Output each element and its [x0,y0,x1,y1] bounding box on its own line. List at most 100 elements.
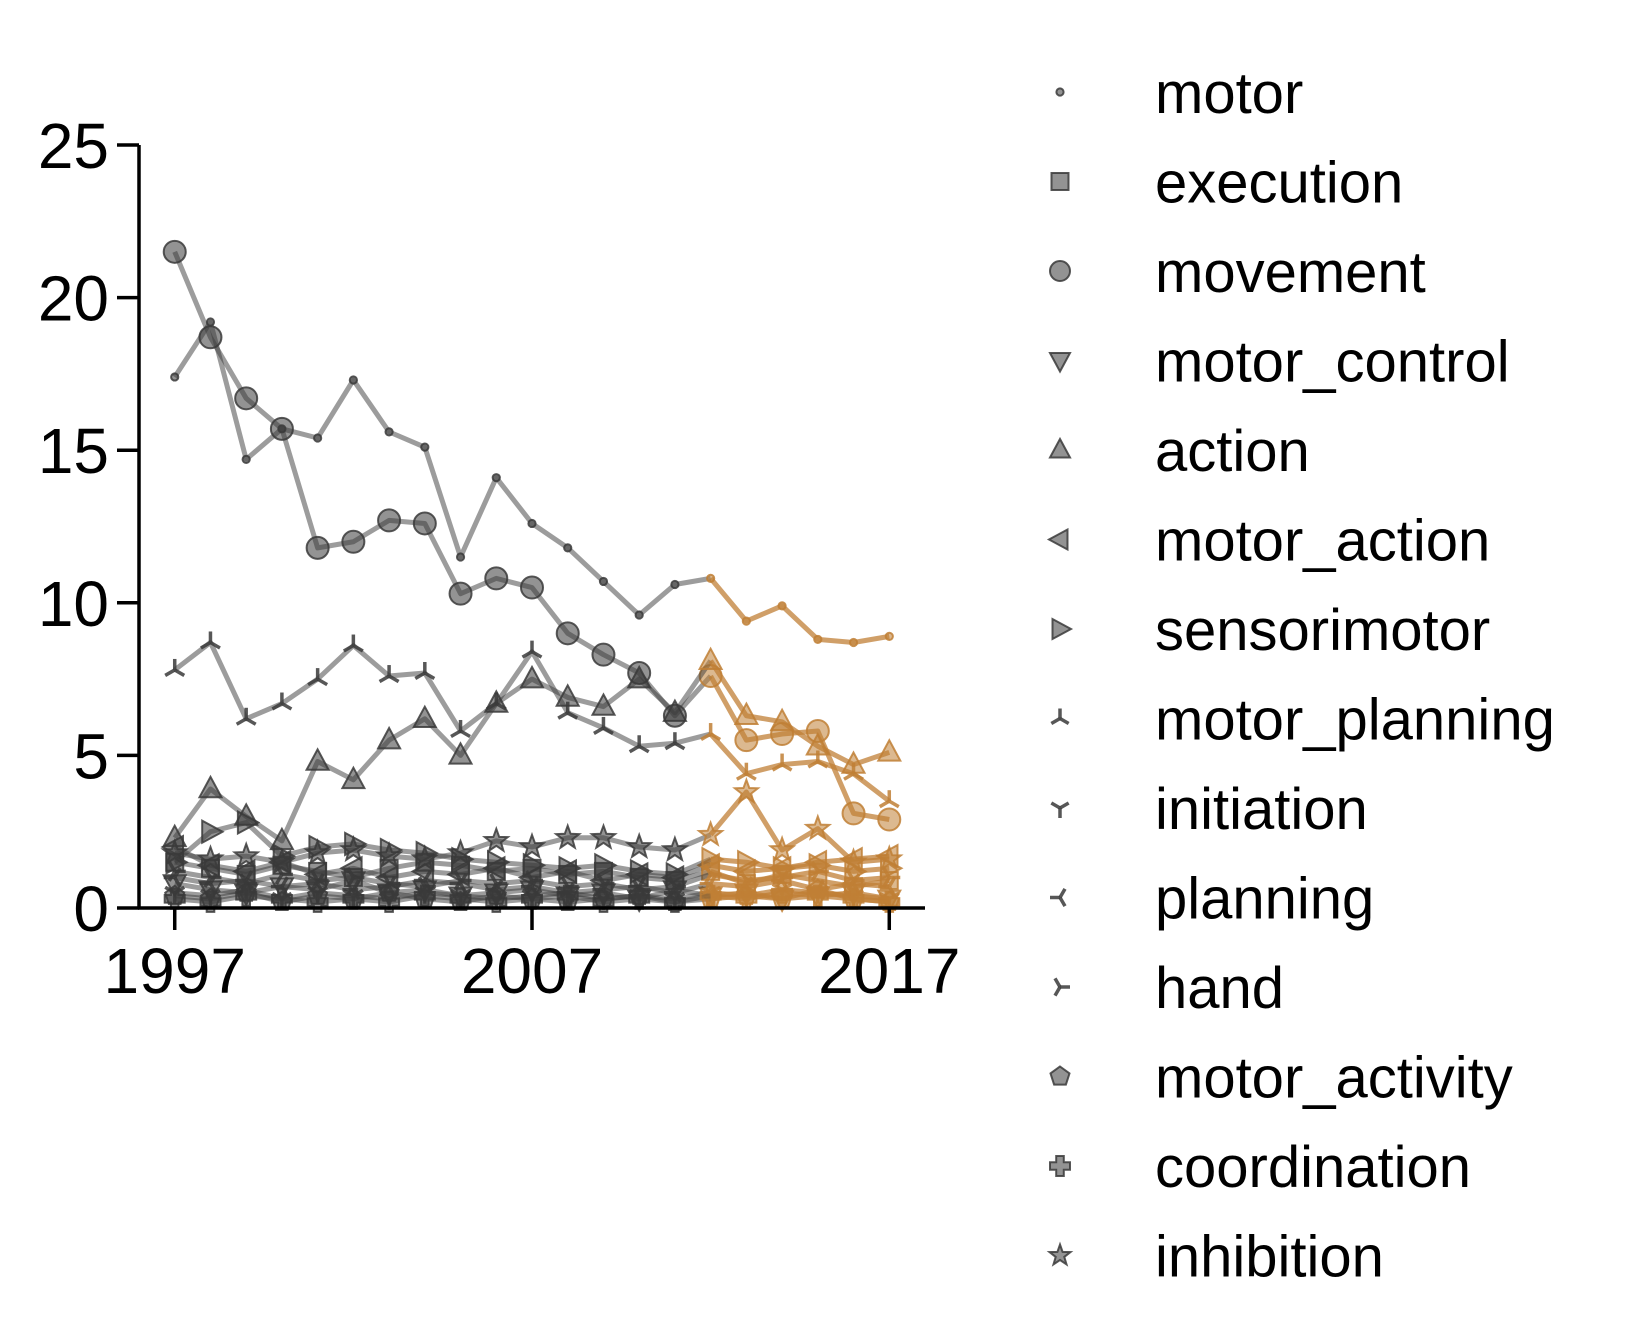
legend-item-hand: hand [1053,956,1284,1021]
data-point [737,849,761,875]
legend-label: planning [1155,867,1374,932]
legend-item-coordination: coordination [1049,1135,1471,1200]
data-point [876,738,902,762]
data-point [196,844,225,872]
data-point [412,704,438,728]
data-point [269,416,294,441]
data-point [447,741,474,765]
y-tick-label: 15 [38,415,109,487]
data-point [339,834,368,863]
series-line [172,659,713,844]
legend-label: motor_planning [1155,688,1555,753]
data-point [741,616,751,626]
data-point [420,442,430,452]
data-point [485,692,507,711]
data-point [767,834,797,863]
data-point [634,610,644,620]
data-point [521,640,543,659]
legend-label: coordination [1155,1135,1471,1200]
data-point [777,601,787,611]
data-point [882,867,901,888]
data-point [205,317,216,327]
data-point [522,852,547,878]
data-point [839,847,868,875]
data-point [593,716,614,735]
legend-label: motor_action [1155,509,1490,574]
data-point [303,838,332,866]
legend-marker [1046,1241,1074,1267]
legend-label: initiation [1155,777,1368,842]
data-point [629,858,654,885]
data-point [200,631,221,650]
data-point [558,855,582,881]
legend-marker [1048,352,1072,374]
series-line-highlight [708,576,890,645]
legend-marker [1055,87,1065,97]
data-point [160,838,190,866]
data-point [594,852,618,878]
data-point [487,849,511,875]
y-tick-label: 10 [38,568,109,640]
data-point [769,707,795,732]
data-point [806,884,829,907]
x-tick-label: 2007 [461,935,603,1007]
data-point [807,750,829,769]
data-point [413,884,436,907]
data-point [235,707,257,726]
data-point [696,819,725,847]
data-point [697,646,724,670]
data-point [410,844,440,872]
data-point [377,508,402,533]
y-tick-label: 20 [38,263,109,335]
data-point [734,728,759,753]
legend-marker [1051,617,1074,641]
series-line [174,868,712,893]
data-point [848,637,859,648]
data-point [384,427,394,437]
legend-item-inhibition: inhibition [1046,1225,1384,1290]
data-point [201,819,225,845]
legend-item-planning: planning [1050,867,1374,932]
legend-item-action: action [1048,419,1310,484]
legend-label: execution [1155,151,1403,216]
data-point [241,454,251,464]
data-point [304,747,331,771]
data-point [553,822,583,850]
data-point [342,634,364,653]
data-point [663,890,686,913]
data-point [448,581,473,606]
data-point [198,325,223,350]
legend-marker [1053,977,1070,997]
data-point [884,631,894,641]
axes: 0 5 10 15 20 25 1997 2007 2017 [38,110,961,1007]
legend-item-execution: execution [1050,151,1403,216]
data-point [706,573,716,583]
data-point [557,701,579,720]
series-coordination [163,881,901,913]
data-point [878,890,901,913]
plot-area [160,239,904,913]
data-point [203,867,222,888]
data-point [346,867,365,888]
y-tick-label: 5 [73,720,109,792]
legend-item-initiation: initiation [1050,777,1368,842]
data-point [455,552,466,562]
series-line [174,859,712,884]
data-point [592,890,615,913]
data-point [771,881,794,904]
data-point [374,841,404,869]
series-line [174,893,712,905]
data-point [662,698,688,722]
legend-label: inhibition [1155,1225,1384,1290]
legend-label: motor [1155,61,1303,126]
legend-marker [1049,1065,1071,1086]
data-point [700,723,722,742]
data-point [236,809,261,836]
data-point [481,825,511,853]
data-point [803,813,833,841]
legend-item-motor: motor [1055,61,1303,126]
data-point [878,790,900,809]
data-point [589,822,618,850]
data-point [590,692,617,716]
data-point [485,890,508,913]
